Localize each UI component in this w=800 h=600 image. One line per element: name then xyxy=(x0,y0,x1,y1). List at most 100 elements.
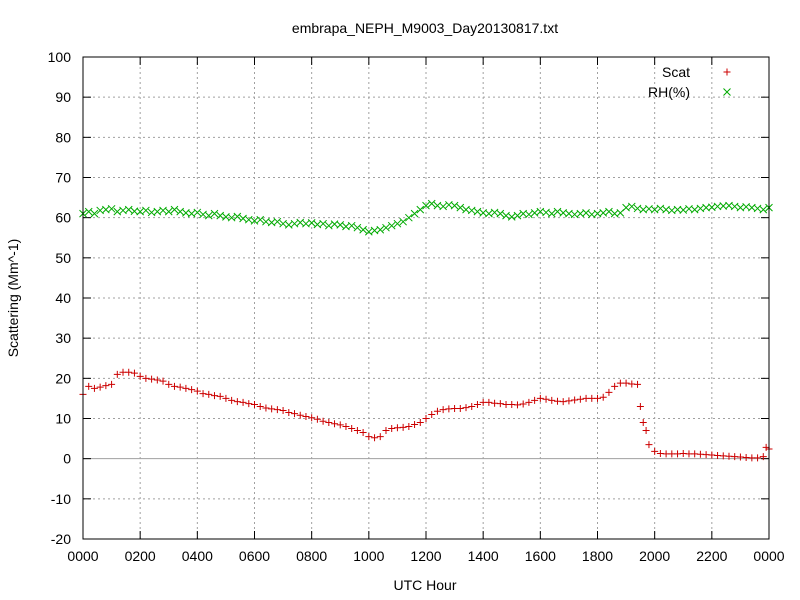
scat-point xyxy=(439,406,447,414)
scat-point xyxy=(542,395,550,403)
x-tick-label: 1000 xyxy=(353,548,384,564)
rh-point xyxy=(399,217,407,226)
scat-point xyxy=(325,419,333,427)
y-tick-label: 50 xyxy=(55,250,71,266)
rh-point xyxy=(273,217,282,226)
scat-point xyxy=(279,406,287,414)
scat-point xyxy=(536,394,544,402)
scat-point xyxy=(142,374,150,382)
scat-point xyxy=(762,443,770,451)
x-tick-label: 0400 xyxy=(182,548,213,564)
x-tick-label: 0600 xyxy=(239,548,270,564)
scat-point xyxy=(559,398,567,406)
scat-point xyxy=(548,396,556,404)
scat-point xyxy=(96,383,104,391)
rh-point xyxy=(547,209,556,218)
scat-point xyxy=(634,380,642,388)
rh-point xyxy=(256,215,265,224)
scat-point xyxy=(473,400,481,408)
scat-point xyxy=(188,386,196,394)
rh-point xyxy=(142,206,150,215)
scat-point xyxy=(251,400,258,408)
scat-point xyxy=(754,454,762,462)
rh-point xyxy=(627,202,636,211)
scat-point xyxy=(485,398,493,406)
scat-point xyxy=(159,377,167,385)
scat-point xyxy=(605,388,613,396)
scat-point xyxy=(399,423,407,431)
scat-point xyxy=(336,421,344,429)
scat-point xyxy=(599,393,607,401)
scat-point xyxy=(456,404,464,412)
rh-point xyxy=(359,225,367,234)
scat-point xyxy=(376,433,384,441)
scat-point xyxy=(193,387,201,395)
y-tick-label: 90 xyxy=(55,89,71,105)
scat-point xyxy=(170,382,178,390)
scat-point xyxy=(273,406,281,414)
scat-point xyxy=(639,419,647,427)
scat-point xyxy=(113,370,121,378)
y-tick-label: 30 xyxy=(55,330,71,346)
scat-point xyxy=(388,425,396,433)
x-tick-label: 1800 xyxy=(582,548,613,564)
grid xyxy=(83,57,769,539)
x-tick-label: 0000 xyxy=(67,548,98,564)
rh-point xyxy=(210,209,219,218)
scat-point xyxy=(622,379,630,387)
rh-point xyxy=(107,204,116,213)
rh-point xyxy=(525,210,533,219)
rh-point xyxy=(387,221,396,230)
rh-point xyxy=(124,205,133,214)
scat-point xyxy=(611,382,619,390)
scat-point xyxy=(199,390,207,398)
scat-point xyxy=(125,368,133,376)
rh-point xyxy=(233,212,242,221)
scat-point xyxy=(136,372,144,380)
rh-point xyxy=(170,205,179,214)
scat-point xyxy=(365,433,373,441)
scat-point xyxy=(348,425,356,433)
y-tick-label: 60 xyxy=(55,210,71,226)
y-tick-label: -10 xyxy=(51,491,71,507)
rh-point xyxy=(422,201,430,210)
scat-point xyxy=(108,380,116,388)
rh-point xyxy=(410,209,419,218)
scat-point xyxy=(102,382,110,390)
x-tick-label: 0000 xyxy=(753,548,784,564)
scat-point xyxy=(422,415,430,422)
scat-point xyxy=(594,394,601,402)
scat-point xyxy=(216,392,224,400)
scat-point xyxy=(759,453,767,461)
scat-point xyxy=(468,402,476,410)
x-tick-label: 2000 xyxy=(639,548,670,564)
scat-point xyxy=(90,384,98,392)
scat-point xyxy=(245,400,253,408)
y-tick-label: 10 xyxy=(55,411,71,427)
y-tick-label: -20 xyxy=(51,531,71,547)
scat-point xyxy=(130,369,138,377)
scat-point xyxy=(571,396,579,404)
scat-point xyxy=(576,395,584,403)
rh-point xyxy=(605,207,613,216)
rh-point xyxy=(307,219,316,227)
rh-point xyxy=(193,208,202,217)
scat-point xyxy=(148,375,156,383)
scat-point xyxy=(331,420,339,428)
y-tick-label: 40 xyxy=(55,290,71,306)
rh-point xyxy=(439,202,448,211)
plot-frame xyxy=(82,56,770,540)
scat-point xyxy=(268,405,276,413)
x-tick-label: 1600 xyxy=(525,548,556,564)
scat-point xyxy=(371,434,379,442)
rh-point xyxy=(347,221,356,230)
scat-point xyxy=(411,421,419,429)
rh-point xyxy=(324,221,333,230)
scat-point xyxy=(382,427,390,435)
x-axis: 0000 0200 0400 0600 0800 1000 1200 1400 1600 1800… xyxy=(67,57,785,564)
x-tick-label: 1400 xyxy=(468,548,499,564)
rh-point xyxy=(450,201,459,210)
legend-label: RH(%) xyxy=(648,84,690,100)
scat-point xyxy=(256,402,264,410)
